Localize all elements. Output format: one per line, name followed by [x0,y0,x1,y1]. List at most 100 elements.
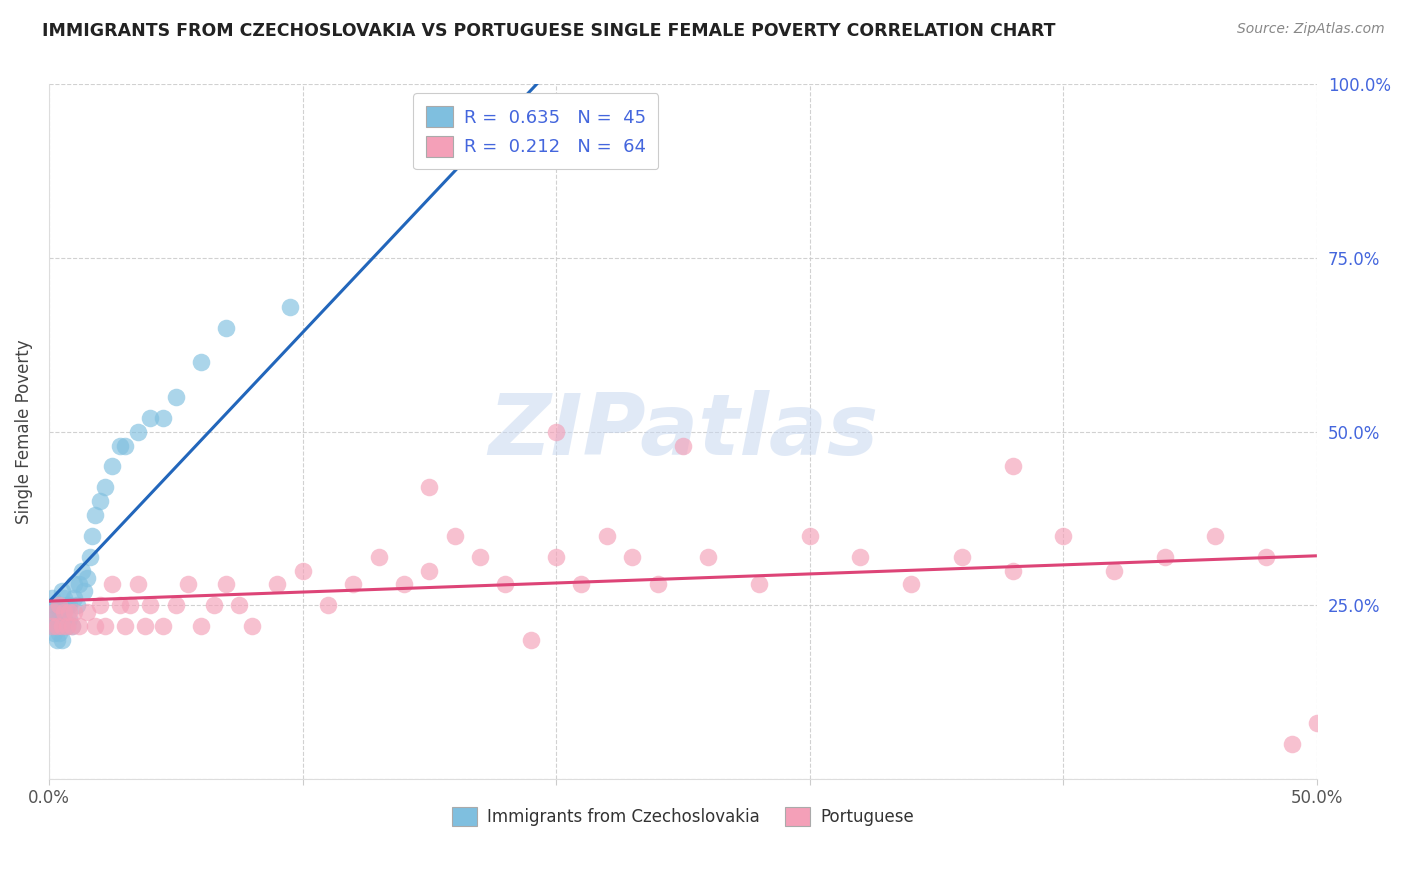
Point [152,410,174,425]
Point [48,626,70,640]
Point [291,564,314,578]
Point [42,605,65,619]
Point [697,549,720,564]
Point [392,577,415,591]
Point [1281,737,1303,751]
Point [165,390,187,404]
Point [849,549,872,564]
Point [55,599,77,613]
Point [114,619,136,633]
Point [60,619,83,633]
Point [48,599,70,613]
Point [89,494,111,508]
Point [228,599,250,613]
Point [215,577,238,591]
Point [278,300,301,314]
Point [58,599,80,613]
Point [41,605,63,619]
Point [51,619,73,633]
Point [76,605,98,619]
Point [177,577,200,591]
Point [63,605,86,619]
Point [596,529,619,543]
Point [367,549,389,564]
Point [53,612,76,626]
Point [900,577,922,591]
Point [67,619,90,633]
Legend: Immigrants from Czechoslovakia, Portuguese: Immigrants from Czechoslovakia, Portugue… [446,800,921,833]
Point [266,577,288,591]
Point [53,591,76,606]
Point [80,529,103,543]
Point [63,577,86,591]
Point [799,529,821,543]
Point [950,549,973,564]
Point [51,633,73,648]
Point [748,577,770,591]
Point [41,619,63,633]
Point [58,612,80,626]
Point [48,612,70,626]
Point [240,619,263,633]
Point [571,577,593,591]
Point [45,605,67,619]
Point [83,508,105,522]
Point [1102,564,1125,578]
Point [127,577,149,591]
Point [520,633,543,648]
Point [418,480,440,494]
Point [63,591,86,606]
Point [202,599,225,613]
Point [1204,529,1226,543]
Point [70,564,93,578]
Point [468,549,491,564]
Point [45,619,67,633]
Point [83,619,105,633]
Point [316,599,339,613]
Point [418,564,440,578]
Point [139,410,162,425]
Point [66,599,89,613]
Point [89,599,111,613]
Point [42,626,65,640]
Point [42,612,65,626]
Point [152,619,174,633]
Point [48,599,70,613]
Point [51,619,73,633]
Point [45,619,67,633]
Point [101,577,124,591]
Y-axis label: Single Female Poverty: Single Female Poverty [15,339,32,524]
Point [672,439,695,453]
Point [41,619,63,633]
Point [58,605,80,619]
Point [101,459,124,474]
Point [127,425,149,439]
Point [215,320,238,334]
Point [647,577,669,591]
Point [79,549,101,564]
Point [60,619,83,633]
Point [114,439,136,453]
Point [190,355,212,369]
Point [190,619,212,633]
Point [494,577,516,591]
Point [621,112,644,127]
Point [165,599,187,613]
Point [120,599,142,613]
Point [55,619,77,633]
Point [73,584,96,599]
Point [45,633,67,648]
Point [51,584,73,599]
Point [134,619,156,633]
Point [108,599,131,613]
Point [1306,716,1329,731]
Point [55,619,77,633]
Text: Source: ZipAtlas.com: Source: ZipAtlas.com [1237,22,1385,37]
Point [41,591,63,606]
Point [108,439,131,453]
Point [53,605,76,619]
Point [76,570,98,584]
Text: ZIPatlas: ZIPatlas [488,390,879,473]
Point [1001,564,1024,578]
Point [342,577,364,591]
